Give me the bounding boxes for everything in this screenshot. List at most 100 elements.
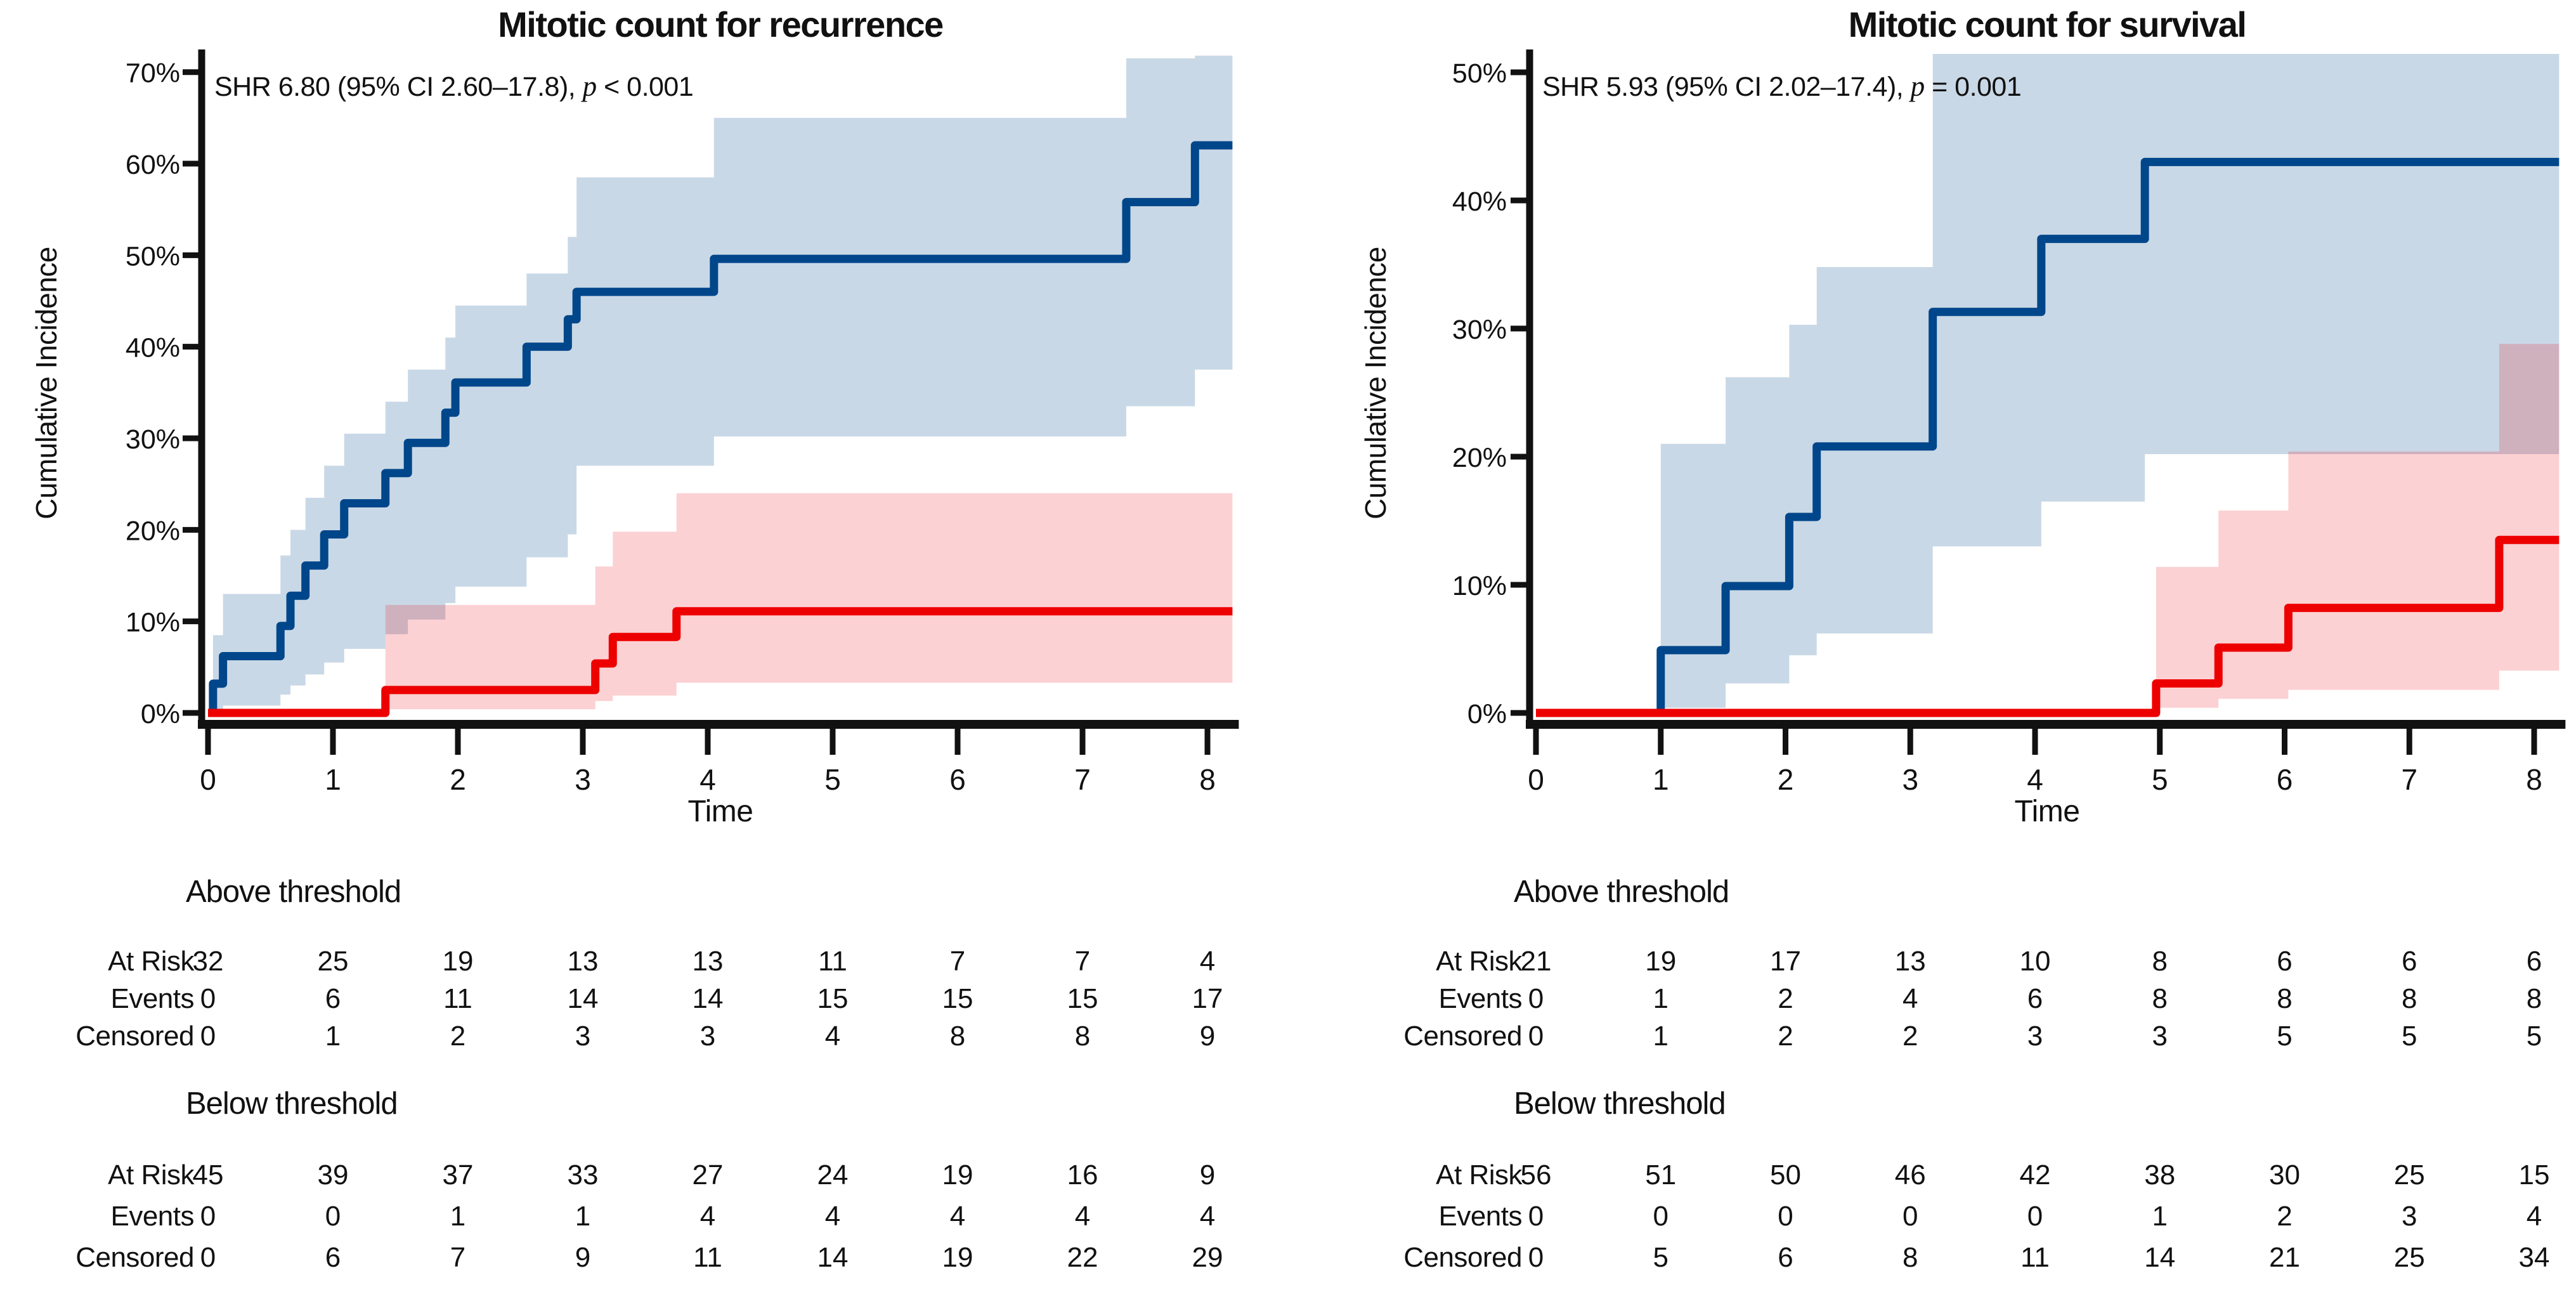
risk-table-cell: 2: [1778, 983, 1793, 1014]
risk-table-cell: 9: [1199, 1159, 1216, 1191]
risk-table-cell: 0: [1528, 1021, 1544, 1052]
risk-table-cell: 8: [2152, 946, 2168, 977]
risk-table-cell: 19: [942, 1242, 973, 1273]
y-tick-label: 50%: [126, 241, 180, 271]
y-tick-label: 60%: [126, 150, 180, 180]
risk-table-cell: 25: [2393, 1242, 2425, 1273]
y-tick-label: 20%: [1452, 443, 1507, 473]
risk-table-cell: 4: [824, 1201, 841, 1232]
risk-table-group-header: Above threshold: [186, 875, 401, 909]
risk-table-cell: 4: [1903, 983, 1918, 1014]
x-tick-label: 5: [824, 763, 841, 796]
x-tick-label: 2: [450, 763, 466, 796]
risk-table-cell: 46: [1894, 1159, 1926, 1191]
risk-table-cell: 15: [1067, 983, 1098, 1014]
risk-table-cell: 0: [1653, 1201, 1669, 1232]
risk-table-cell: 2: [2277, 1201, 2293, 1232]
below-threshold-curve: [208, 607, 1233, 717]
risk-table-cell: 1: [450, 1201, 466, 1232]
risk-table-cell: 14: [2144, 1242, 2176, 1273]
risk-table-cell: 13: [567, 946, 599, 977]
risk-table-cell: 37: [442, 1159, 474, 1191]
risk-table-cell: 50: [1770, 1159, 1801, 1191]
risk-table-cell: 4: [949, 1201, 966, 1232]
risk-table-row-label: Censored: [75, 1021, 194, 1052]
x-axis-label-right: Time: [2014, 795, 2080, 828]
risk-table-cell: 0: [200, 1242, 216, 1273]
y-axis-label-left: Cumulative Incidence: [30, 247, 63, 519]
x-tick-label: 0: [1528, 763, 1544, 796]
panel-title-survival: Mitotic count for survival: [1848, 4, 2247, 44]
risk-table-cell: 1: [575, 1201, 591, 1232]
risk-table-cell: 15: [942, 983, 973, 1014]
risk-table-cell: 0: [200, 1021, 216, 1052]
risk-table-cell: 14: [817, 1242, 849, 1273]
risk-table-cell: 27: [692, 1159, 724, 1191]
risk-table-cell: 8: [2526, 983, 2542, 1014]
risk-table-cell: 14: [692, 983, 724, 1014]
risk-table-row-label: Events: [110, 1201, 194, 1232]
risk-table-cell: 21: [1520, 946, 1552, 977]
x-axis-label-left: Time: [687, 795, 753, 828]
risk-table-cell: 4: [2526, 1201, 2542, 1232]
risk-table-cell: 4: [1074, 1201, 1091, 1232]
y-tick-label: 30%: [1452, 315, 1507, 345]
risk-table-cell: 15: [2518, 1159, 2550, 1191]
below-threshold-ci-band: [385, 493, 1233, 710]
risk-table-cell: 17: [1770, 946, 1801, 977]
x-tick-label: 3: [575, 763, 591, 796]
risk-table-cell: 0: [1903, 1201, 1918, 1232]
risk-table-cell: 6: [2526, 946, 2542, 977]
risk-table-cell: 45: [192, 1159, 224, 1191]
y-tick-label: 10%: [1452, 571, 1507, 601]
risk-table-cell: 11: [2020, 1242, 2050, 1273]
risk-table-cell: 5: [1653, 1242, 1669, 1273]
risk-table-cell: 10: [2019, 946, 2051, 977]
ci-bands: [212, 55, 1233, 712]
y-tick-label: 40%: [1452, 186, 1507, 217]
risk-table-cell: 2: [1778, 1021, 1793, 1052]
shr-annotation-survival: SHR 5.93 (95% CI 2.02–17.4), p = 0.001: [1542, 70, 2022, 103]
y-tick-label: 50%: [1452, 58, 1507, 89]
y-tick-label: 10%: [126, 608, 180, 638]
risk-table-cell: 30: [2269, 1159, 2300, 1191]
risk-table-cell: 0: [325, 1201, 341, 1232]
risk-table-cell: 51: [1645, 1159, 1677, 1191]
risk-table-cell: 4: [1199, 946, 1216, 977]
risk-table-cell: 7: [450, 1242, 466, 1273]
x-tick-label: 3: [1902, 763, 1918, 796]
risk-table-cell: 5: [2402, 1021, 2417, 1052]
risk-table-cell: 1: [2152, 1201, 2168, 1232]
risk-table-row-label: At Risk: [1436, 1159, 1522, 1191]
x-tick-label: 4: [2027, 763, 2043, 796]
y-tick-label: 70%: [126, 58, 180, 89]
risk-table-cell: 0: [1528, 983, 1544, 1014]
p-value-text: = 0.001: [1924, 72, 2022, 102]
above-threshold-ci-band: [1660, 54, 2560, 708]
risk-table-row-label: Censored: [75, 1242, 194, 1273]
shr-annotation-recurrence: SHR 6.80 (95% CI 2.60–17.8), p < 0.001: [214, 70, 694, 103]
risk-table-cell: 33: [567, 1159, 599, 1191]
risk-table-cell: 1: [1653, 983, 1669, 1014]
y-tick-label: 0%: [141, 699, 180, 729]
risk-table-cell: 0: [1528, 1201, 1544, 1232]
risk-table-cell: 9: [575, 1242, 591, 1273]
risk-table-cell: 8: [2152, 983, 2168, 1014]
risk-table-cell: 1: [1653, 1021, 1669, 1052]
above-threshold-curve: [208, 141, 1233, 717]
p-italic: p: [582, 70, 597, 102]
risk-table-cell: 56: [1520, 1159, 1552, 1191]
p-italic: p: [1910, 70, 1925, 102]
above-threshold-ci-band: [212, 55, 1233, 712]
ci-bands: [1660, 54, 2560, 708]
risk-table-cell: 9: [1199, 1021, 1216, 1052]
risk-table-cell: 4: [824, 1021, 841, 1052]
risk-table-cell: 6: [325, 1242, 341, 1273]
x-tick-label: 7: [2401, 763, 2417, 796]
risk-table-cell: 2: [450, 1021, 466, 1052]
risk-table-cell: 8: [1074, 1021, 1091, 1052]
p-value-text: < 0.001: [596, 72, 694, 102]
risk-table-cell: 6: [2402, 946, 2417, 977]
below-threshold-ci-band: [2156, 344, 2560, 708]
